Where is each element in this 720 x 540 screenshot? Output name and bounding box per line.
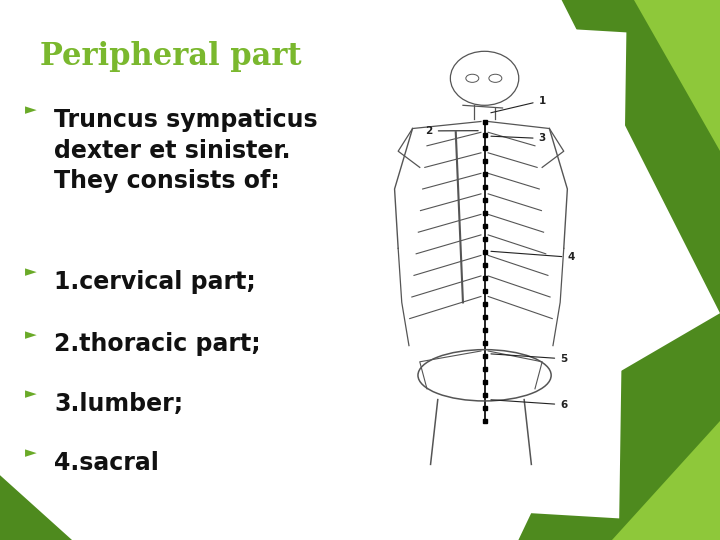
Polygon shape <box>612 421 720 540</box>
Polygon shape <box>518 313 720 540</box>
Text: ►: ► <box>25 386 37 401</box>
Text: Truncus sympaticus
dexter et sinister.
They consists of:: Truncus sympaticus dexter et sinister. T… <box>54 108 318 193</box>
Text: 5: 5 <box>491 354 567 364</box>
Text: ►: ► <box>25 103 37 118</box>
Polygon shape <box>0 475 72 540</box>
Text: 2.thoracic part;: 2.thoracic part; <box>54 332 261 356</box>
Polygon shape <box>446 0 720 313</box>
Text: 1.cervical part;: 1.cervical part; <box>54 270 256 294</box>
Text: 6: 6 <box>491 400 567 410</box>
Text: 4.sacral: 4.sacral <box>54 451 159 475</box>
Text: 4: 4 <box>491 251 575 262</box>
Text: 2: 2 <box>426 126 478 136</box>
Text: 1: 1 <box>491 96 546 113</box>
Text: 3: 3 <box>491 133 546 144</box>
Text: ►: ► <box>25 446 37 461</box>
Text: 3.lumber;: 3.lumber; <box>54 392 183 415</box>
Polygon shape <box>346 16 626 518</box>
Text: Peripheral part: Peripheral part <box>40 40 301 71</box>
Polygon shape <box>634 0 720 151</box>
Text: ►: ► <box>25 327 37 342</box>
Text: ►: ► <box>25 265 37 280</box>
